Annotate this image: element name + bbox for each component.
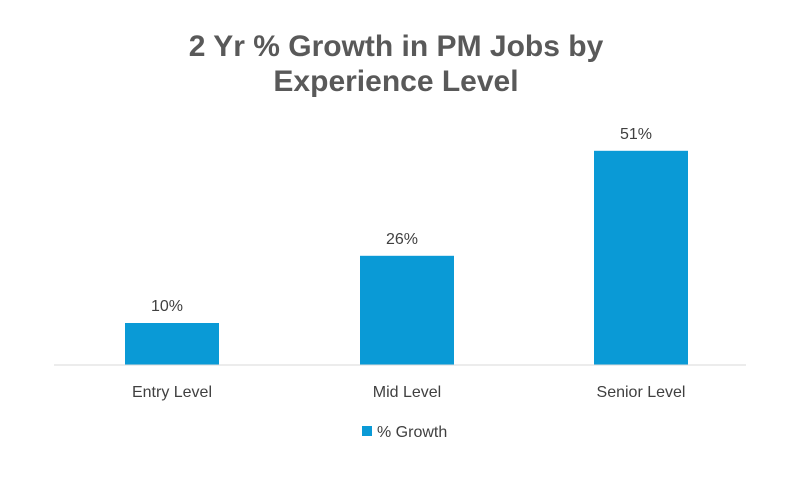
category-label: Mid Level	[373, 384, 441, 401]
category-label: Senior Level	[597, 384, 686, 401]
bar-mid-level	[360, 255, 454, 365]
data-label: 10%	[151, 298, 183, 315]
bar-senior-level	[594, 150, 688, 365]
data-label: 51%	[620, 126, 652, 143]
bar-group: 10% 26% 51%	[125, 126, 688, 365]
legend-label: % Growth	[377, 424, 447, 441]
chart-title-line-1: 2 Yr % Growth in PM Jobs by	[189, 30, 604, 63]
category-labels: Entry Level Mid Level Senior Level	[132, 384, 686, 401]
chart-title-line-2: Experience Level	[273, 65, 518, 98]
legend: % Growth	[362, 424, 447, 441]
legend-swatch	[362, 426, 372, 436]
data-label: 26%	[386, 231, 418, 248]
bar-entry-level	[125, 323, 219, 365]
category-label: Entry Level	[132, 384, 212, 401]
